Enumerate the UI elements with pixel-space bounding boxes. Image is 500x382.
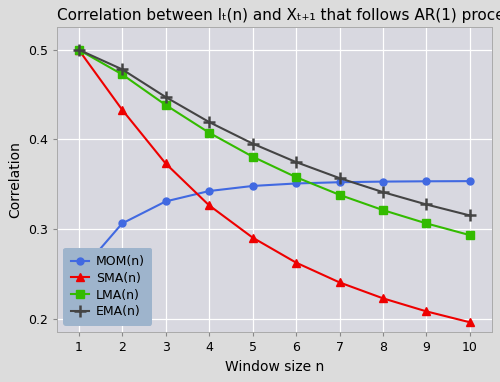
EMA(n) bbox=[206, 120, 212, 124]
SMA(n) bbox=[293, 260, 299, 265]
MOM(n) bbox=[162, 199, 168, 204]
LMA(n) bbox=[162, 103, 168, 107]
Text: Correlation between Iₜ(n) and Xₜ₊₁ that follows AR(1) process: Correlation between Iₜ(n) and Xₜ₊₁ that … bbox=[57, 8, 500, 23]
MOM(n) bbox=[380, 179, 386, 184]
EMA(n) bbox=[293, 160, 299, 164]
EMA(n) bbox=[76, 47, 82, 52]
LMA(n) bbox=[424, 221, 430, 226]
SMA(n) bbox=[424, 309, 430, 314]
EMA(n) bbox=[119, 67, 125, 71]
LMA(n) bbox=[119, 72, 125, 77]
Line: SMA(n): SMA(n) bbox=[74, 45, 474, 327]
LMA(n) bbox=[467, 233, 473, 238]
LMA(n) bbox=[76, 47, 82, 52]
X-axis label: Window size n: Window size n bbox=[224, 360, 324, 374]
Y-axis label: Correlation: Correlation bbox=[8, 141, 22, 218]
LMA(n) bbox=[293, 175, 299, 180]
Line: LMA(n): LMA(n) bbox=[74, 45, 474, 239]
MOM(n) bbox=[76, 272, 82, 276]
EMA(n) bbox=[336, 176, 342, 180]
SMA(n) bbox=[206, 203, 212, 207]
MOM(n) bbox=[293, 181, 299, 186]
MOM(n) bbox=[424, 179, 430, 184]
SMA(n) bbox=[467, 320, 473, 325]
MOM(n) bbox=[336, 180, 342, 185]
Line: EMA(n): EMA(n) bbox=[73, 44, 475, 221]
EMA(n) bbox=[162, 95, 168, 99]
SMA(n) bbox=[119, 107, 125, 112]
MOM(n) bbox=[206, 189, 212, 193]
EMA(n) bbox=[424, 202, 430, 207]
LMA(n) bbox=[250, 154, 256, 159]
MOM(n) bbox=[119, 221, 125, 226]
EMA(n) bbox=[467, 213, 473, 218]
MOM(n) bbox=[467, 179, 473, 183]
Line: MOM(n): MOM(n) bbox=[75, 178, 473, 277]
LMA(n) bbox=[336, 193, 342, 197]
EMA(n) bbox=[250, 141, 256, 146]
SMA(n) bbox=[336, 280, 342, 285]
SMA(n) bbox=[380, 296, 386, 301]
LMA(n) bbox=[206, 130, 212, 135]
Legend: MOM(n), SMA(n), LMA(n), EMA(n): MOM(n), SMA(n), LMA(n), EMA(n) bbox=[63, 248, 152, 326]
SMA(n) bbox=[162, 161, 168, 166]
LMA(n) bbox=[380, 208, 386, 212]
SMA(n) bbox=[76, 47, 82, 52]
MOM(n) bbox=[250, 184, 256, 188]
SMA(n) bbox=[250, 235, 256, 240]
EMA(n) bbox=[380, 190, 386, 194]
